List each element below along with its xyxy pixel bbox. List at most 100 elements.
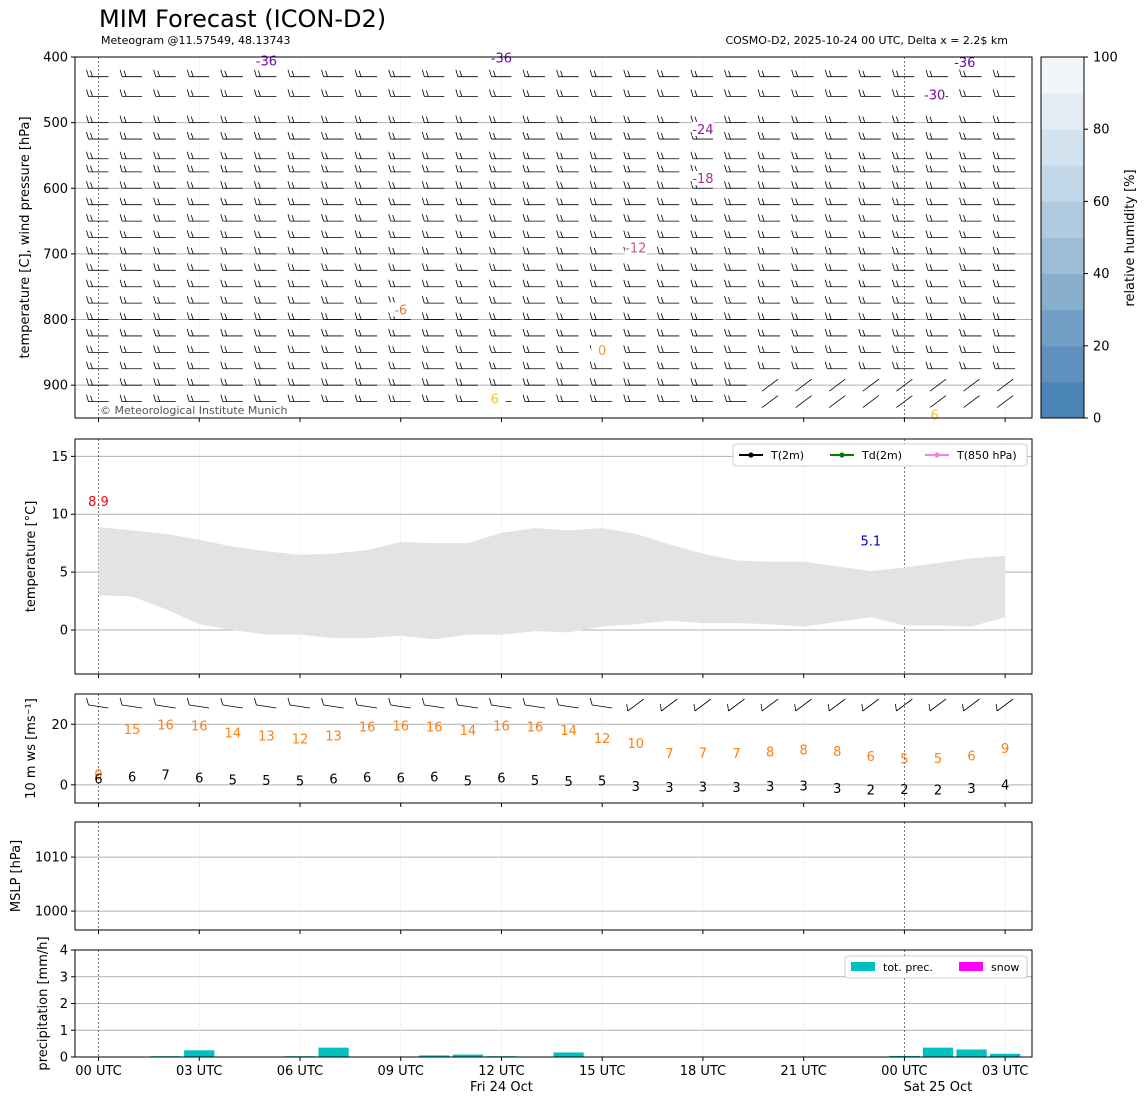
wind-barb — [656, 361, 680, 370]
gust-value-label: 9 — [1001, 742, 1009, 757]
wind-barb — [86, 197, 109, 206]
wind-barb — [522, 328, 546, 337]
wind-barb — [421, 345, 445, 353]
gust-value-label: 7 — [732, 747, 740, 762]
wind-barb — [86, 312, 109, 320]
wind-barb — [824, 230, 848, 238]
upper_air-ytick-label: 500 — [43, 116, 68, 131]
wind-barb — [489, 213, 512, 222]
surface-wind-barb — [153, 697, 176, 709]
wind-barb — [656, 378, 680, 386]
surface-wind-barb — [760, 698, 779, 712]
wind-barb — [623, 115, 646, 124]
wind-barb — [556, 394, 579, 402]
surface-wind-barb — [928, 698, 947, 712]
wind-barb — [186, 151, 210, 160]
wind-barb — [86, 394, 109, 402]
wind-barb — [287, 197, 310, 206]
upper_air-ytick-label: 700 — [43, 247, 68, 262]
legend-swatch — [959, 962, 983, 971]
wind-barb — [421, 296, 445, 304]
wind-barb — [724, 89, 747, 97]
wind-barb — [992, 131, 1016, 140]
time-tick-label: 21 UTC — [780, 1064, 826, 1079]
wind-barb — [287, 263, 310, 271]
gust-value-label: 10 — [627, 737, 644, 752]
precipitation-ytick-label: 3 — [60, 970, 68, 985]
wind-barb — [254, 131, 277, 140]
wind-barb — [287, 328, 310, 337]
wind-barb — [86, 378, 109, 386]
wind-barb — [791, 181, 814, 189]
wind-barb — [892, 115, 915, 124]
wind-barb — [656, 345, 680, 353]
wind-barb — [254, 263, 277, 271]
wind-barb — [656, 181, 680, 189]
temperature-frame — [74, 438, 1033, 675]
wind-barb — [421, 361, 445, 370]
wind-value-label: 6 — [430, 770, 438, 785]
temperature-shading — [98, 526, 1006, 640]
wind-barb — [892, 263, 915, 271]
wind-barb — [119, 246, 143, 255]
wind-barb — [388, 151, 411, 160]
wind-value-label: 6 — [397, 772, 405, 787]
wind-barb — [186, 378, 210, 386]
wind-barb — [858, 115, 881, 124]
wind-barb — [421, 89, 445, 97]
wind-barb — [858, 164, 881, 173]
precip-legend: tot. prec. snow — [844, 955, 1028, 979]
isotherm-label-bg — [389, 302, 412, 317]
wind-barb — [959, 230, 982, 238]
wind-barb — [522, 394, 546, 402]
wind-barb — [757, 263, 781, 271]
wind-ytick-label: 20 — [51, 718, 68, 733]
wind-barb — [824, 263, 848, 271]
wind-barb — [959, 312, 982, 320]
colorbar-segment — [1041, 237, 1084, 275]
wind-barb — [690, 361, 713, 370]
wind-barb — [220, 115, 243, 124]
wind-barb — [321, 69, 344, 78]
gust-value-label: 8 — [800, 744, 808, 759]
colorbar-segment — [1041, 165, 1084, 202]
upper_air-ytick-label: 800 — [43, 313, 68, 328]
wind-barb — [220, 345, 243, 353]
wind-barb — [892, 230, 915, 238]
wind-barb — [791, 89, 814, 97]
wind-barb — [925, 181, 948, 189]
wind-barb — [254, 151, 277, 160]
wind-barb — [824, 328, 848, 337]
surface-wind-barb — [556, 697, 579, 709]
wind-barb — [556, 296, 579, 304]
wind-barb — [992, 296, 1016, 304]
wind-barb — [489, 197, 512, 206]
wind-barb — [421, 164, 445, 173]
wind-barb — [589, 181, 613, 189]
wind-barb — [86, 361, 109, 370]
wind-barb — [656, 151, 680, 160]
wind-barb — [724, 230, 747, 238]
wind-gridlines: 0 20 — [51, 718, 1032, 793]
wind-value-label: 3 — [800, 780, 808, 795]
wind-barb — [556, 246, 579, 255]
wind-barb — [656, 279, 680, 288]
wind-barb — [589, 151, 613, 160]
isotherm-label: 0 — [598, 344, 606, 359]
wind-barb — [925, 279, 948, 288]
wind-barb — [119, 328, 143, 337]
temperature-legend: T(2m) Td(2m) T(850 hPa) — [732, 443, 1028, 467]
wind-barb — [656, 69, 680, 78]
wind-barb — [656, 246, 680, 255]
gust-value-label: 12 — [594, 732, 611, 747]
wind-barb — [791, 296, 814, 304]
wind-barb — [690, 296, 713, 304]
wind-barb — [455, 197, 478, 206]
legend-label: T(2m) — [770, 449, 804, 462]
wind-barb — [354, 151, 378, 160]
wind-barb — [963, 378, 980, 392]
wind-barb — [354, 345, 378, 353]
wind-barb — [119, 151, 143, 160]
colorbar-tick-label: 100 — [1093, 51, 1118, 66]
wind-barb — [623, 230, 646, 238]
